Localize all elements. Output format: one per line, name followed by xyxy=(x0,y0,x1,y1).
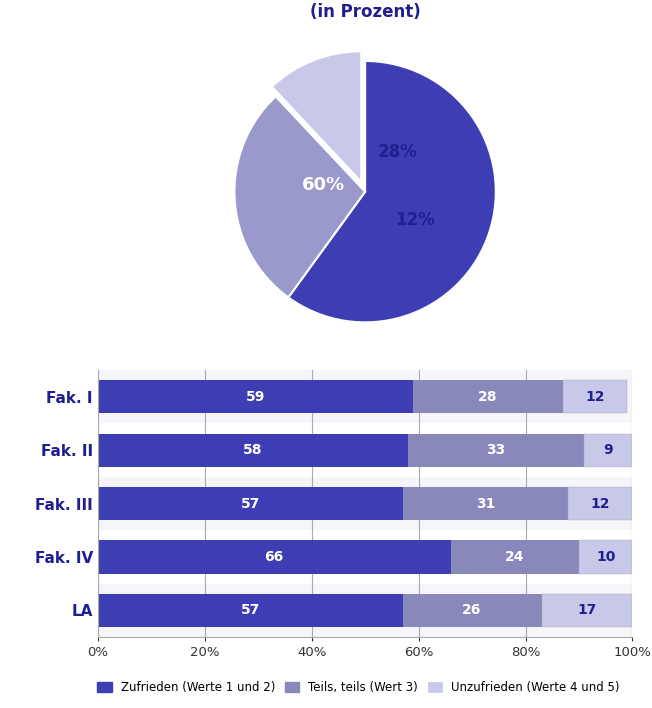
Bar xyxy=(98,487,402,520)
Wedge shape xyxy=(272,51,361,182)
Bar xyxy=(98,433,408,467)
Text: 12: 12 xyxy=(585,389,605,404)
Bar xyxy=(569,487,632,520)
Text: 17: 17 xyxy=(577,603,597,617)
Bar xyxy=(451,540,579,573)
Bar xyxy=(98,476,632,530)
Title: Zufriedenheit mit dem Studium insgesamt
(in Prozent): Zufriedenheit mit dem Studium insgesamt … xyxy=(166,0,564,21)
Wedge shape xyxy=(235,96,365,297)
Bar xyxy=(98,380,413,413)
Bar xyxy=(542,594,632,627)
Legend: Zufrieden (Werte 1 und 2), Teils, teils (Wert 3), Unzufrieden (Werte 4 und 5): Zufrieden (Werte 1 und 2), Teils, teils … xyxy=(93,676,625,699)
Text: 60%: 60% xyxy=(302,176,345,194)
Bar xyxy=(579,540,632,573)
Text: 33: 33 xyxy=(486,443,506,457)
Bar xyxy=(402,594,542,627)
Bar xyxy=(408,433,584,467)
Bar xyxy=(98,530,632,583)
Text: 10: 10 xyxy=(596,550,615,564)
Text: 57: 57 xyxy=(241,496,260,510)
Text: 26: 26 xyxy=(462,603,482,617)
Bar xyxy=(98,583,632,637)
Text: 24: 24 xyxy=(505,550,525,564)
Wedge shape xyxy=(288,61,496,322)
Text: 66: 66 xyxy=(265,550,284,564)
Text: 28%: 28% xyxy=(378,144,418,161)
Bar xyxy=(413,380,563,413)
Bar xyxy=(584,433,632,467)
Bar xyxy=(98,540,451,573)
Bar xyxy=(98,594,402,627)
Text: 28: 28 xyxy=(479,389,498,404)
Text: 9: 9 xyxy=(604,443,613,457)
Bar xyxy=(98,370,632,423)
Text: 58: 58 xyxy=(243,443,263,457)
Text: 57: 57 xyxy=(241,603,260,617)
Bar xyxy=(402,487,569,520)
Text: 59: 59 xyxy=(246,389,265,404)
Text: 31: 31 xyxy=(476,496,495,510)
Bar xyxy=(98,423,632,476)
Bar xyxy=(563,380,627,413)
Text: 12%: 12% xyxy=(395,212,435,229)
Text: 12: 12 xyxy=(591,496,610,510)
